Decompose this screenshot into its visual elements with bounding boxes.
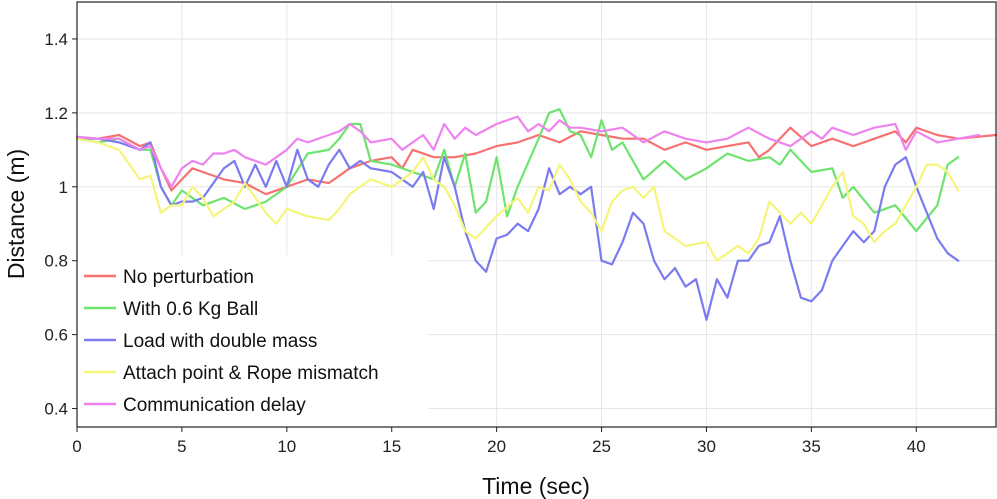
- grid-lines: [76, 2, 996, 427]
- x-tick-label: 0: [72, 437, 81, 456]
- legend: No perturbation With 0.6 Kg Ball Load with…: [78, 255, 428, 427]
- series-line-0: [75, 126, 997, 196]
- x-tick-label: 40: [907, 437, 926, 456]
- x-tick-label: 10: [277, 437, 296, 456]
- x-tick-label: 35: [802, 437, 821, 456]
- y-tick-label: 1.4: [44, 30, 68, 49]
- series-line-2: [75, 137, 960, 321]
- x-tick-label: 30: [697, 437, 716, 456]
- series-line-3: [75, 137, 960, 262]
- legend-label-4: Communication delay: [123, 395, 306, 416]
- x-tick-label: 20: [487, 437, 506, 456]
- series-line-4: [75, 115, 981, 188]
- legend-background: [78, 255, 428, 427]
- legend-label-0: No perturbation: [123, 267, 254, 288]
- plot-frame: [76, 1, 997, 428]
- y-tick-label: 1: [59, 178, 68, 197]
- x-tick-label: 15: [382, 437, 401, 456]
- x-tick-label: 5: [177, 437, 186, 456]
- axes: 0 5 10 15 20 25 30 35 40 0.4 0.6 0.8 1 1.2 1.4: [44, 1, 997, 456]
- series-lines: [75, 108, 997, 321]
- y-tick-label: 0.6: [44, 326, 68, 345]
- x-axis-title: Time (sec): [482, 473, 590, 499]
- y-tick-label: 0.8: [44, 252, 68, 271]
- y-tick-label: 0.4: [44, 400, 68, 419]
- y-axis-title: Distance (m): [3, 149, 29, 279]
- legend-label-1: With 0.6 Kg Ball: [123, 299, 258, 320]
- legend-label-2: Load with double mass: [123, 331, 317, 352]
- y-tick-label: 1.2: [44, 104, 68, 123]
- x-tick-label: 25: [592, 437, 611, 456]
- legend-label-3: Attach point & Rope mismatch: [123, 363, 379, 384]
